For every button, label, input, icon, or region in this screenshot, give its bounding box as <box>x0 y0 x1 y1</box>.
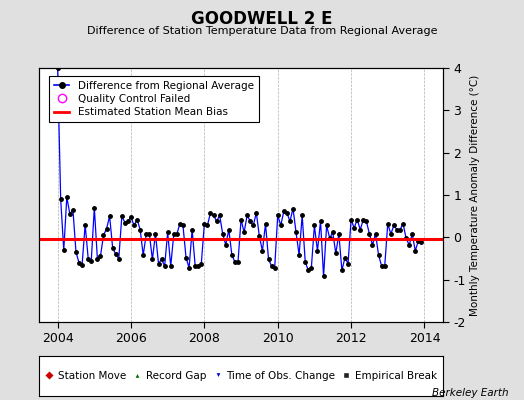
Text: GOODWELL 2 E: GOODWELL 2 E <box>191 10 333 28</box>
Text: Berkeley Earth: Berkeley Earth <box>432 388 508 398</box>
Y-axis label: Monthly Temperature Anomaly Difference (°C): Monthly Temperature Anomaly Difference (… <box>470 74 480 316</box>
Legend: Difference from Regional Average, Quality Control Failed, Estimated Station Mean: Difference from Regional Average, Qualit… <box>49 76 259 122</box>
Text: Difference of Station Temperature Data from Regional Average: Difference of Station Temperature Data f… <box>87 26 437 36</box>
Legend: Station Move, Record Gap, Time of Obs. Change, Empirical Break: Station Move, Record Gap, Time of Obs. C… <box>41 367 441 385</box>
